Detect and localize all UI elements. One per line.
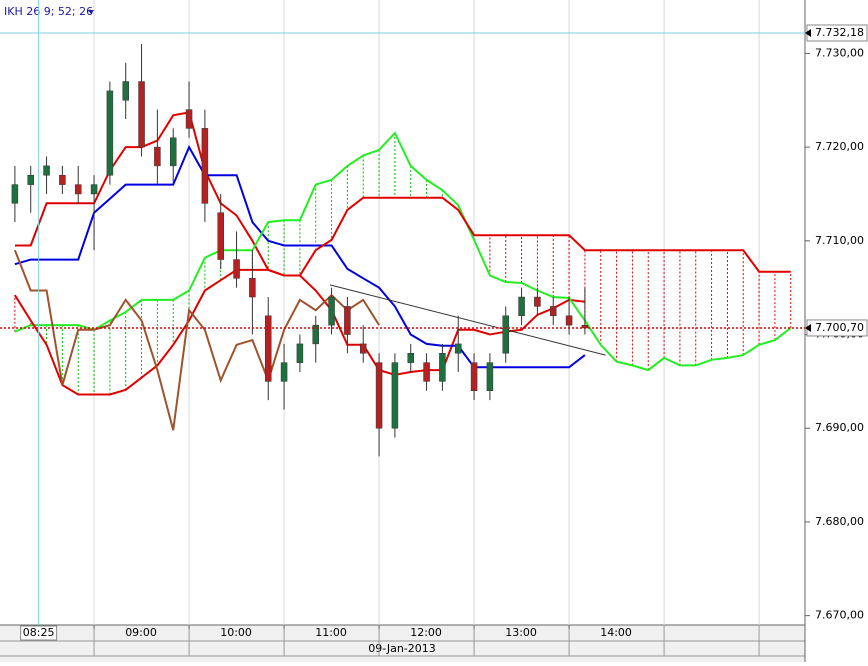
candle-body (185, 109, 193, 129)
plot-area (0, 0, 805, 625)
candle-body (74, 184, 82, 195)
candle-body (454, 343, 462, 354)
x-tick-label: 13:00 (505, 626, 537, 639)
candle-body (138, 81, 145, 148)
y-tick-label: 7.680,00 (815, 515, 864, 528)
candle-body (169, 137, 177, 167)
y-tick-label: 7.670,00 (815, 609, 864, 622)
candle-body (264, 315, 272, 382)
candle-body (106, 90, 114, 176)
candle-body (486, 362, 494, 391)
x-tick-label: 09:00 (125, 626, 157, 639)
candle-body (122, 81, 129, 101)
candle-body (27, 174, 34, 185)
crosshair-y-label: 7.732,18 (815, 26, 864, 39)
candle-body (154, 146, 161, 167)
indicator-line (13, 249, 380, 431)
y-tick-label: 7.730,00 (815, 46, 864, 59)
candle-body (59, 174, 66, 185)
indicator-line (14, 131, 792, 372)
candle-body (407, 353, 414, 363)
x-tick-label: 14:00 (600, 626, 632, 639)
candle-body (423, 362, 430, 382)
candle-body (502, 315, 509, 354)
candle-body (201, 128, 209, 204)
candle-body (312, 324, 319, 345)
crosshair-x-label: 08:25 (23, 626, 55, 639)
candle-body (280, 362, 288, 382)
candle-body (391, 362, 399, 429)
candle-body (296, 343, 304, 363)
candle-body (344, 306, 351, 335)
candle-body (90, 184, 98, 195)
candle-body (470, 362, 478, 391)
x-tick-label: 11:00 (315, 626, 347, 639)
crosshair-x-box (20, 625, 58, 641)
candle-body (11, 184, 19, 204)
y-tick-label: 7.710,00 (815, 234, 864, 247)
candle-body (359, 343, 367, 354)
x-tick-label: 10:00 (220, 626, 252, 639)
candle-body (249, 278, 256, 298)
candle-body (217, 212, 224, 260)
last-price-label: 7.700,70 (815, 321, 864, 334)
price-marker (805, 323, 811, 332)
candle-body (534, 296, 541, 307)
candle-body (375, 362, 383, 429)
candle-body (439, 353, 446, 382)
y-tick-label: 7.720,00 (815, 140, 864, 153)
crosshair-marker (805, 28, 811, 37)
candle-body (43, 165, 50, 176)
indicator-title[interactable]: IKH 26 9; 52; 26 (4, 5, 93, 18)
dropdown-arrow[interactable] (88, 10, 94, 14)
candle-body (565, 315, 573, 326)
y-tick-label: 7.690,00 (815, 421, 864, 434)
indicator-line (14, 196, 791, 396)
candle-body (233, 259, 240, 279)
candle-body (518, 296, 525, 317)
date-label: 09-Jan-2013 (368, 642, 436, 655)
candle-body (549, 306, 557, 317)
trendline (329, 284, 606, 356)
x-tick-label: 12:00 (410, 626, 442, 639)
candle-body (328, 296, 335, 326)
